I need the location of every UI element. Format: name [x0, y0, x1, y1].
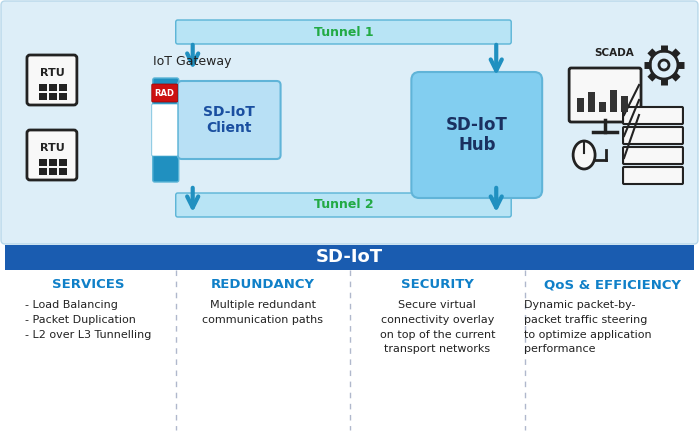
Text: SD-IoT: SD-IoT: [316, 249, 383, 266]
Bar: [59, 168, 67, 175]
FancyBboxPatch shape: [176, 193, 511, 217]
Text: RTU: RTU: [39, 68, 64, 78]
FancyBboxPatch shape: [623, 107, 683, 124]
FancyBboxPatch shape: [412, 72, 542, 198]
Bar: [588, 92, 595, 112]
Bar: [176, 135, 189, 140]
FancyBboxPatch shape: [561, 37, 692, 228]
FancyBboxPatch shape: [623, 147, 683, 164]
Bar: [59, 93, 67, 100]
FancyBboxPatch shape: [623, 127, 683, 144]
Bar: [39, 93, 47, 100]
Text: Secure virtual
connectivity overlay
on top of the current
transport networks: Secure virtual connectivity overlay on t…: [379, 300, 495, 354]
FancyBboxPatch shape: [623, 167, 683, 184]
FancyBboxPatch shape: [178, 81, 281, 159]
Bar: [577, 98, 584, 112]
Bar: [39, 84, 47, 91]
Text: Tunnel 1: Tunnel 1: [314, 26, 373, 39]
Bar: [49, 84, 57, 91]
Text: SERVICES: SERVICES: [52, 278, 124, 291]
FancyBboxPatch shape: [152, 104, 178, 156]
Bar: [39, 159, 47, 166]
Bar: [59, 84, 67, 91]
Text: IoT Gateway: IoT Gateway: [153, 55, 232, 68]
Bar: [5, 245, 694, 270]
Bar: [599, 102, 606, 112]
FancyBboxPatch shape: [1, 1, 698, 244]
FancyBboxPatch shape: [176, 20, 511, 44]
Bar: [610, 90, 617, 112]
Text: Multiple redundant
communication paths: Multiple redundant communication paths: [202, 300, 323, 325]
Text: SD-IoT
Hub: SD-IoT Hub: [446, 116, 508, 155]
Text: QoS & EFFICIENCY: QoS & EFFICIENCY: [544, 278, 680, 291]
Bar: [176, 105, 189, 110]
Text: SECURITY: SECURITY: [401, 278, 474, 291]
Bar: [49, 159, 57, 166]
Bar: [39, 168, 47, 175]
Text: SD-IoT
Client: SD-IoT Client: [203, 105, 255, 135]
FancyBboxPatch shape: [569, 68, 641, 122]
Text: REDUNDANCY: REDUNDANCY: [211, 278, 314, 291]
Text: - Load Balancing
- Packet Duplication
- L2 over L3 Tunnelling: - Load Balancing - Packet Duplication - …: [25, 300, 151, 339]
Bar: [621, 96, 628, 112]
FancyBboxPatch shape: [153, 78, 178, 182]
Bar: [176, 120, 189, 125]
FancyBboxPatch shape: [27, 130, 77, 180]
FancyBboxPatch shape: [152, 84, 178, 102]
Text: RAD: RAD: [155, 88, 175, 97]
Bar: [59, 159, 67, 166]
Text: Tunnel 2: Tunnel 2: [314, 198, 373, 211]
Ellipse shape: [573, 141, 595, 169]
Text: RTU: RTU: [39, 143, 64, 153]
Text: Dynamic packet-by-
packet traffic steering
to optimize application
performance: Dynamic packet-by- packet traffic steeri…: [524, 300, 652, 354]
FancyBboxPatch shape: [27, 55, 77, 105]
Bar: [49, 93, 57, 100]
Bar: [49, 168, 57, 175]
Text: SCADA: SCADA: [594, 48, 634, 58]
